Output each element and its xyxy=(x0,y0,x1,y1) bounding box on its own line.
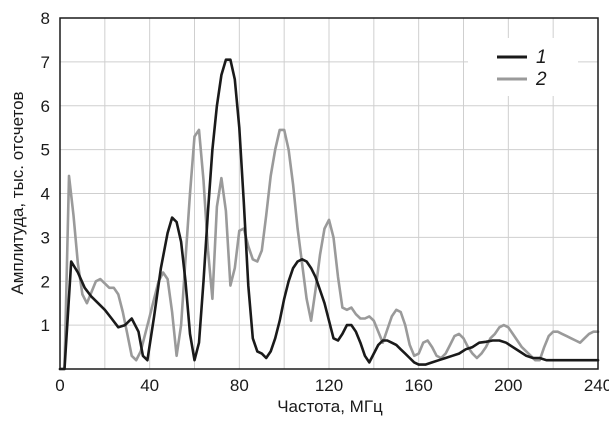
legend: 1 2 xyxy=(468,38,578,96)
grid-lines xyxy=(60,18,598,369)
x-tick-label-200: 200 xyxy=(494,376,522,395)
x-tick-label-40: 40 xyxy=(140,376,159,395)
series-line-2 xyxy=(58,128,600,371)
y-axis-label: Амплитуда, тыс. отсчетов xyxy=(8,91,27,294)
y-tick-label-6: 6 xyxy=(41,97,50,116)
y-tick-label-1: 1 xyxy=(41,316,50,335)
series-line-1 xyxy=(58,58,600,371)
legend-label-series-2: 2 xyxy=(535,69,547,90)
y-tick-label-4: 4 xyxy=(41,185,50,204)
x-tick-label-0: 0 xyxy=(55,376,64,395)
x-tick-label-120: 120 xyxy=(315,376,343,395)
x-tick-label-80: 80 xyxy=(230,376,249,395)
series-layer xyxy=(58,58,600,371)
x-axis-label: Частота, МГц xyxy=(277,397,383,416)
y-tick-label-8: 8 xyxy=(41,9,50,28)
y-tick-label-7: 7 xyxy=(41,53,50,72)
legend-label-series-1: 1 xyxy=(536,47,547,68)
y-tick-label-3: 3 xyxy=(41,228,50,247)
plot-frame xyxy=(59,17,599,370)
y-tick-label-2: 2 xyxy=(41,272,50,291)
x-tick-label-240: 240 xyxy=(584,376,609,395)
x-tick-label-160: 160 xyxy=(404,376,432,395)
y-tick-label-5: 5 xyxy=(41,141,50,160)
legend-background xyxy=(468,38,578,96)
